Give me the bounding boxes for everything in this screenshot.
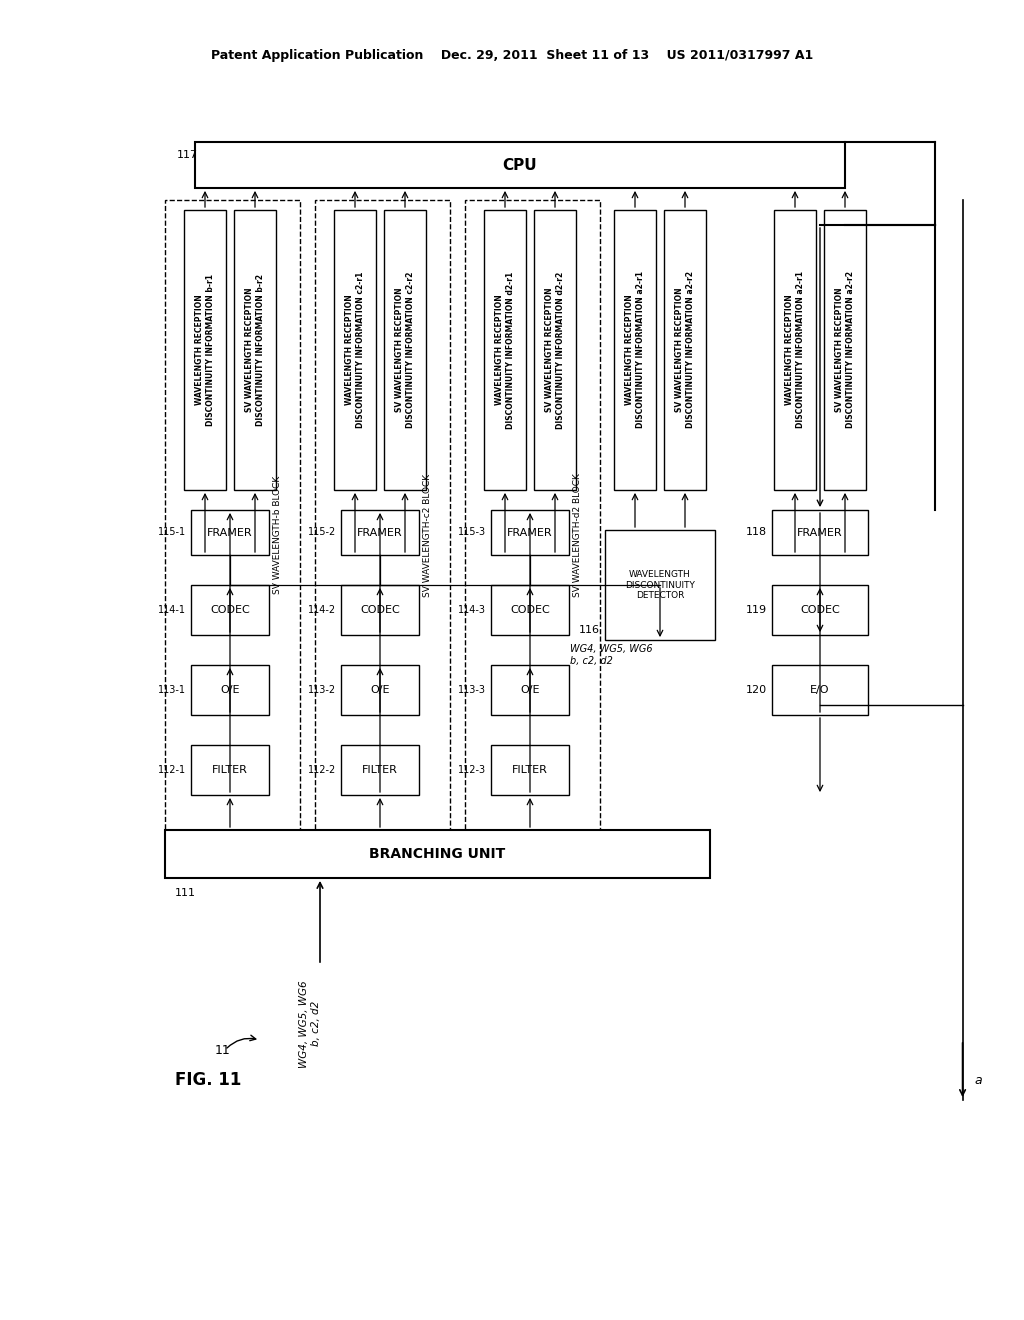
Text: FIG. 11: FIG. 11 xyxy=(175,1071,242,1089)
Text: WG4, WG5, WG6
b, c2, d2: WG4, WG5, WG6 b, c2, d2 xyxy=(299,979,321,1068)
Text: BRANCHING UNIT: BRANCHING UNIT xyxy=(370,847,506,861)
Text: O/E: O/E xyxy=(520,685,540,696)
Text: 118: 118 xyxy=(745,527,767,537)
Text: SV WAVELENGTH-c2 BLOCK: SV WAVELENGTH-c2 BLOCK xyxy=(423,474,432,597)
Bar xyxy=(614,210,656,490)
Text: 113-3: 113-3 xyxy=(458,685,486,696)
Text: 11: 11 xyxy=(215,1044,230,1056)
Bar xyxy=(341,510,419,554)
Bar xyxy=(165,201,300,830)
Text: FRAMER: FRAMER xyxy=(357,528,402,537)
Text: CPU: CPU xyxy=(503,157,538,173)
Text: FILTER: FILTER xyxy=(212,766,248,775)
Bar xyxy=(490,665,569,715)
Text: WAVELENGTH RECEPTION
DISCONTINUITY INFORMATION a2-r1: WAVELENGTH RECEPTION DISCONTINUITY INFOR… xyxy=(785,272,805,429)
Text: WAVELENGTH RECEPTION
DISCONTINUITY INFORMATION b-r1: WAVELENGTH RECEPTION DISCONTINUITY INFOR… xyxy=(196,275,215,426)
Text: SV WAVELENGTH-d2 BLOCK: SV WAVELENGTH-d2 BLOCK xyxy=(573,473,582,597)
Bar xyxy=(534,210,575,490)
Text: 113-1: 113-1 xyxy=(158,685,186,696)
Text: SV WAVELENGTH-b BLOCK: SV WAVELENGTH-b BLOCK xyxy=(273,477,282,594)
Bar xyxy=(774,210,816,490)
Text: FRAMER: FRAMER xyxy=(507,528,553,537)
Text: 114-1: 114-1 xyxy=(158,605,186,615)
Bar xyxy=(191,744,269,795)
Text: 112-3: 112-3 xyxy=(458,766,486,775)
Bar xyxy=(490,744,569,795)
Text: FRAMER: FRAMER xyxy=(798,528,843,537)
Text: O/E: O/E xyxy=(220,685,240,696)
Text: 113-2: 113-2 xyxy=(308,685,336,696)
Bar xyxy=(341,744,419,795)
Bar xyxy=(191,585,269,635)
Bar xyxy=(334,210,376,490)
Text: WAVELENGTH RECEPTION
DISCONTINUITY INFORMATION a2-r1: WAVELENGTH RECEPTION DISCONTINUITY INFOR… xyxy=(626,272,645,429)
Bar xyxy=(772,510,868,554)
Text: E/O: E/O xyxy=(810,685,829,696)
Bar xyxy=(191,510,269,554)
Text: CODEC: CODEC xyxy=(360,605,400,615)
Text: 119: 119 xyxy=(745,605,767,615)
Text: FILTER: FILTER xyxy=(512,766,548,775)
Text: 115-2: 115-2 xyxy=(308,527,336,537)
Bar xyxy=(664,210,706,490)
Bar xyxy=(484,210,526,490)
Text: O/E: O/E xyxy=(371,685,390,696)
Bar xyxy=(341,585,419,635)
Text: CODEC: CODEC xyxy=(510,605,550,615)
Text: CODEC: CODEC xyxy=(210,605,250,615)
Text: WAVELENGTH
DISCONTINUITY
DETECTOR: WAVELENGTH DISCONTINUITY DETECTOR xyxy=(625,570,695,599)
Text: 114-2: 114-2 xyxy=(308,605,336,615)
Bar xyxy=(165,830,710,878)
Bar xyxy=(772,665,868,715)
Text: 115-1: 115-1 xyxy=(158,527,186,537)
Text: SV WAVELENGTH RECEPTION
DISCONTINUITY INFORMATION a2-r2: SV WAVELENGTH RECEPTION DISCONTINUITY IN… xyxy=(675,272,694,429)
Text: 120: 120 xyxy=(745,685,767,696)
Text: 117: 117 xyxy=(177,150,198,160)
Text: WAVELENGTH RECEPTION
DISCONTINUITY INFORMATION d2-r1: WAVELENGTH RECEPTION DISCONTINUITY INFOR… xyxy=(496,272,515,429)
Text: SV WAVELENGTH RECEPTION
DISCONTINUITY INFORMATION b-r2: SV WAVELENGTH RECEPTION DISCONTINUITY IN… xyxy=(246,275,264,426)
Text: 111: 111 xyxy=(175,888,196,898)
Text: a: a xyxy=(975,1073,982,1086)
Text: 115-3: 115-3 xyxy=(458,527,486,537)
Bar xyxy=(490,585,569,635)
Text: SV WAVELENGTH RECEPTION
DISCONTINUITY INFORMATION d2-r2: SV WAVELENGTH RECEPTION DISCONTINUITY IN… xyxy=(546,272,564,429)
Bar xyxy=(315,201,450,830)
Text: 116: 116 xyxy=(579,624,600,635)
Bar xyxy=(605,531,715,640)
Bar xyxy=(490,510,569,554)
Text: FILTER: FILTER xyxy=(362,766,398,775)
Text: Patent Application Publication    Dec. 29, 2011  Sheet 11 of 13    US 2011/03179: Patent Application Publication Dec. 29, … xyxy=(211,49,813,62)
Bar xyxy=(341,665,419,715)
Text: 114-3: 114-3 xyxy=(458,605,486,615)
Text: WAVELENGTH RECEPTION
DISCONTINUITY INFORMATION c2-r1: WAVELENGTH RECEPTION DISCONTINUITY INFOR… xyxy=(345,272,365,428)
Bar xyxy=(195,143,845,187)
Bar xyxy=(824,210,866,490)
Bar xyxy=(191,665,269,715)
Bar xyxy=(234,210,276,490)
Text: SV WAVELENGTH RECEPTION
DISCONTINUITY INFORMATION a2-r2: SV WAVELENGTH RECEPTION DISCONTINUITY IN… xyxy=(836,272,855,429)
Text: FRAMER: FRAMER xyxy=(207,528,253,537)
Text: SV WAVELENGTH RECEPTION
DISCONTINUITY INFORMATION c2-r2: SV WAVELENGTH RECEPTION DISCONTINUITY IN… xyxy=(395,272,415,428)
Bar xyxy=(465,201,600,830)
Text: 112-2: 112-2 xyxy=(308,766,336,775)
Text: CODEC: CODEC xyxy=(800,605,840,615)
Bar xyxy=(384,210,426,490)
Bar xyxy=(772,585,868,635)
Text: 112-1: 112-1 xyxy=(158,766,186,775)
Bar xyxy=(184,210,226,490)
Text: WG4, WG5, WG6
b, c2, d2: WG4, WG5, WG6 b, c2, d2 xyxy=(570,644,652,665)
